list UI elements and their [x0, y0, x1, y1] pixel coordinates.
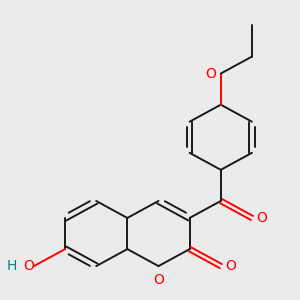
Text: O: O	[153, 273, 164, 287]
Text: O: O	[256, 211, 267, 225]
Text: O: O	[23, 259, 34, 273]
Text: O: O	[225, 259, 236, 273]
Text: H: H	[7, 259, 17, 273]
Text: O: O	[206, 67, 216, 81]
